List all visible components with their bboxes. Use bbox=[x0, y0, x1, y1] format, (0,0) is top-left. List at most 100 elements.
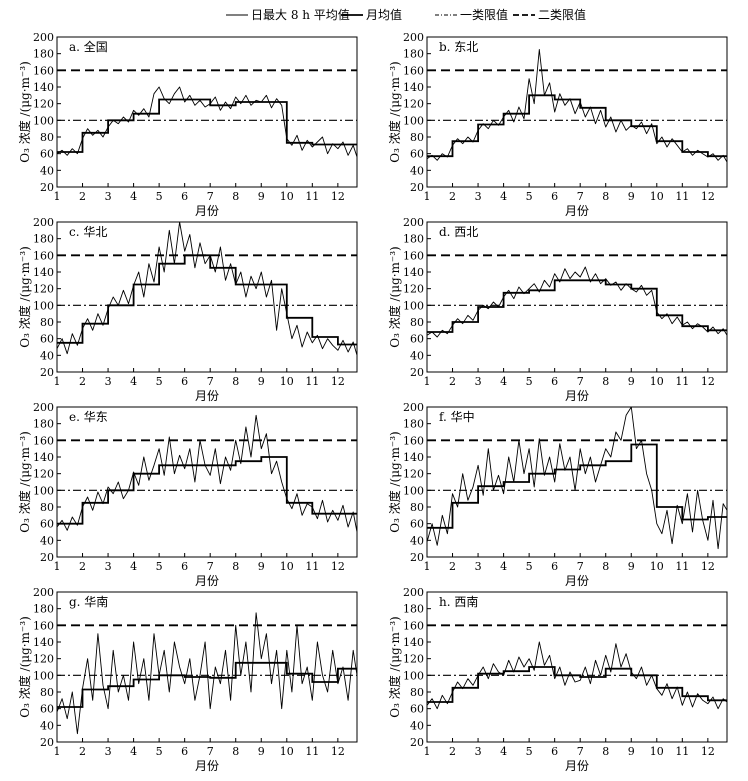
x-tick-label: 12 bbox=[331, 190, 345, 203]
y-tick-label: 80 bbox=[410, 316, 424, 329]
y-tick-label: 40 bbox=[40, 349, 54, 362]
x-tick-label: 1 bbox=[424, 560, 431, 573]
x-tick-label: 2 bbox=[79, 190, 86, 203]
y-tick-label: 40 bbox=[410, 534, 424, 547]
x-tick-label: 8 bbox=[232, 190, 239, 203]
x-tick-label: 9 bbox=[258, 560, 265, 573]
y-tick-label: 180 bbox=[33, 603, 54, 616]
y-tick-label: 40 bbox=[410, 349, 424, 362]
daily-series-line bbox=[426, 406, 728, 550]
y-tick-label: 120 bbox=[33, 98, 54, 111]
daily-series-line bbox=[56, 612, 358, 735]
x-tick-label: 12 bbox=[331, 560, 345, 573]
y-tick-label: 180 bbox=[403, 48, 424, 61]
plot-frame bbox=[426, 591, 728, 743]
y-tick-label: 180 bbox=[403, 233, 424, 246]
x-tick-label: 5 bbox=[156, 745, 163, 758]
y-tick-label: 180 bbox=[33, 48, 54, 61]
y-tick-label: 140 bbox=[403, 266, 424, 279]
panel-title: e. 华东 bbox=[69, 410, 108, 424]
x-tick-label: 4 bbox=[130, 745, 137, 758]
x-axis-label: 月份 bbox=[195, 389, 219, 403]
x-tick-label: 11 bbox=[305, 745, 319, 758]
y-tick-label: 140 bbox=[403, 81, 424, 94]
plot-frame bbox=[426, 221, 728, 373]
y-tick-label: 100 bbox=[33, 484, 54, 497]
plot-frame bbox=[56, 36, 358, 188]
x-tick-label: 8 bbox=[602, 190, 609, 203]
y-tick-label: 20 bbox=[410, 366, 424, 379]
x-tick-label: 12 bbox=[701, 745, 715, 758]
x-tick-label: 9 bbox=[628, 560, 635, 573]
x-tick-label: 3 bbox=[475, 190, 482, 203]
y-tick-label: 120 bbox=[403, 283, 424, 296]
y-tick-label: 80 bbox=[40, 501, 54, 514]
x-tick-label: 6 bbox=[551, 375, 558, 388]
y-axis-label: O₃ 浓度 /(μg·m⁻³) bbox=[17, 246, 32, 348]
y-tick-label: 200 bbox=[33, 401, 54, 414]
x-tick-label: 12 bbox=[701, 375, 715, 388]
y-tick-label: 40 bbox=[40, 719, 54, 732]
x-tick-label: 3 bbox=[105, 190, 112, 203]
y-tick-label: 100 bbox=[403, 484, 424, 497]
y-axis-label: O₃ 浓度 /(μg·m⁻³) bbox=[387, 431, 402, 533]
y-tick-label: 80 bbox=[410, 131, 424, 144]
x-tick-label: 7 bbox=[577, 560, 584, 573]
y-tick-label: 60 bbox=[40, 703, 54, 716]
x-tick-label: 8 bbox=[602, 375, 609, 388]
y-tick-label: 60 bbox=[410, 333, 424, 346]
x-tick-label: 10 bbox=[650, 745, 664, 758]
monthly-series-line bbox=[427, 94, 727, 158]
y-tick-label: 40 bbox=[410, 164, 424, 177]
x-tick-label: 5 bbox=[156, 190, 163, 203]
y-tick-label: 20 bbox=[410, 551, 424, 564]
x-tick-label: 4 bbox=[500, 190, 507, 203]
plot-frame bbox=[426, 36, 728, 188]
legend-label-monthly: 月均值 bbox=[366, 7, 402, 22]
y-tick-label: 40 bbox=[40, 534, 54, 547]
y-tick-label: 140 bbox=[33, 451, 54, 464]
x-tick-label: 4 bbox=[500, 745, 507, 758]
y-tick-label: 180 bbox=[403, 418, 424, 431]
y-tick-label: 100 bbox=[33, 669, 54, 682]
x-tick-label: 2 bbox=[79, 745, 86, 758]
y-tick-label: 200 bbox=[403, 216, 424, 229]
x-axis-label: 月份 bbox=[565, 204, 589, 218]
x-tick-label: 11 bbox=[305, 190, 319, 203]
y-tick-label: 60 bbox=[410, 518, 424, 531]
x-tick-label: 4 bbox=[130, 375, 137, 388]
plot-frame bbox=[56, 406, 358, 558]
x-tick-label: 10 bbox=[650, 190, 664, 203]
x-tick-label: 11 bbox=[305, 560, 319, 573]
x-tick-label: 1 bbox=[424, 375, 431, 388]
x-tick-label: 1 bbox=[54, 190, 61, 203]
y-tick-label: 140 bbox=[403, 636, 424, 649]
plot-frame bbox=[56, 221, 358, 373]
x-tick-label: 2 bbox=[449, 560, 456, 573]
y-tick-label: 60 bbox=[410, 703, 424, 716]
x-tick-label: 2 bbox=[79, 560, 86, 573]
x-tick-label: 5 bbox=[526, 190, 533, 203]
x-tick-label: 8 bbox=[232, 375, 239, 388]
monthly-series-line bbox=[427, 666, 727, 703]
x-tick-label: 3 bbox=[105, 375, 112, 388]
x-tick-label: 1 bbox=[424, 745, 431, 758]
y-tick-label: 180 bbox=[403, 603, 424, 616]
x-tick-label: 7 bbox=[577, 375, 584, 388]
x-axis-label: 月份 bbox=[565, 574, 589, 588]
monthly-series-line bbox=[57, 98, 357, 153]
x-axis-label: 月份 bbox=[565, 759, 589, 773]
x-tick-label: 6 bbox=[551, 745, 558, 758]
y-tick-label: 160 bbox=[403, 434, 424, 447]
y-tick-label: 160 bbox=[33, 619, 54, 632]
x-tick-label: 2 bbox=[79, 375, 86, 388]
y-axis-label: O₃ 浓度 /(μg·m⁻³) bbox=[17, 616, 32, 718]
x-tick-label: 5 bbox=[526, 745, 533, 758]
